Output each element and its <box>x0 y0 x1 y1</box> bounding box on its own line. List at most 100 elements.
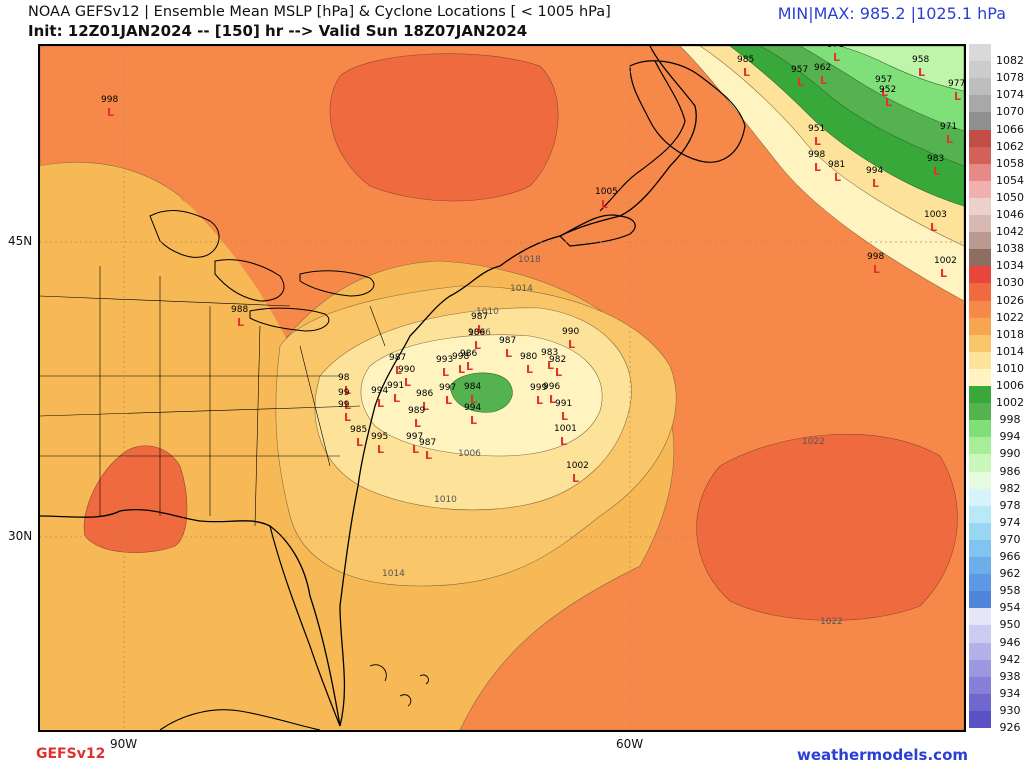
cyclone-pressure-value: 994 <box>866 166 883 176</box>
high-gulf-1022 <box>83 445 188 553</box>
cyclone-l-marker: L <box>560 435 567 448</box>
colorbar-label: 1026 <box>996 293 1024 307</box>
cyclone-l-marker: L <box>505 347 512 360</box>
colorbar-label: 1066 <box>996 122 1024 136</box>
cyclone-pressure-value: 994 <box>464 403 481 413</box>
colorbar-label: 1038 <box>996 242 1024 256</box>
cyclone-l-marker: L <box>466 360 473 373</box>
colorbar-swatch <box>969 403 991 421</box>
colorbar-label: 1062 <box>996 139 1024 153</box>
colorbar-swatch <box>969 334 991 353</box>
min-max-readout: MIN|MAX: 985.2 |1025.1 hPa <box>777 4 1006 23</box>
cyclone-pressure-value: 1001 <box>554 424 577 434</box>
cyclone-l-marker: L <box>881 86 888 99</box>
cyclone-l-marker: L <box>470 393 477 406</box>
cyclone-pressure-value: 983 <box>541 348 558 358</box>
high-quebec-1022 <box>329 53 559 202</box>
cyclone-pressure-value: 983 <box>927 154 944 164</box>
colorbar-label: 1034 <box>996 259 1024 273</box>
coastline-nova-scotia <box>558 215 636 247</box>
cyclone-pressure-value: 998 <box>867 252 884 262</box>
cyclone-pressure-value: 980 <box>520 352 537 362</box>
colorbar-swatch <box>969 249 991 267</box>
colorbar-swatch <box>969 454 991 472</box>
high-atlantic-1022 <box>696 433 958 621</box>
colorbar-swatch <box>969 420 991 438</box>
cyclone-l-marker: L <box>743 66 750 79</box>
cyclone-l-marker: L <box>555 366 562 379</box>
colorbar-label: 1006 <box>996 379 1024 392</box>
cyclone-l-marker: L <box>474 339 481 352</box>
isobar-label: 1022 <box>820 617 843 627</box>
cyclone-pressure-value: 989 <box>408 406 425 416</box>
colorbar-swatch <box>969 488 991 507</box>
cyclone-l-marker: L <box>873 263 880 276</box>
cyclone-pressure-value: 997 <box>439 383 456 393</box>
cyclone-l-marker: L <box>445 394 452 407</box>
colorbar-label: 1082 <box>996 54 1024 68</box>
colorbar-label: 954 <box>999 601 1021 615</box>
colorbar-swatch <box>969 215 991 233</box>
cyclone-l-marker: L <box>477 323 484 336</box>
mslp-map: 1018 1014 1010 1006 1010 1006 1014 1010 … <box>38 44 966 732</box>
isobar-label: 1006 <box>458 449 481 459</box>
isobar-area-986-ne <box>839 46 964 92</box>
land-1018-area <box>40 162 300 730</box>
init-valid-time: Init: 12Z01JAN2024 -- [150] hr --> Valid… <box>28 22 528 40</box>
model-label: GEFSv12 <box>36 746 106 762</box>
colorbar-label: 938 <box>999 669 1021 683</box>
cyclone-pressure-value: 1002 <box>934 256 957 266</box>
cyclone-markers: 998L988L1005L985L957L962L971L958L957L952… <box>101 46 964 485</box>
colorbar-swatch <box>969 300 991 319</box>
colorbar-label: 962 <box>999 567 1021 581</box>
colorbar-swatch <box>969 61 991 79</box>
isobar-label: 1014 <box>382 569 405 579</box>
cyclone-pressure-value: 985 <box>737 55 754 65</box>
cyclone-pressure-value: 997 <box>406 432 423 442</box>
colorbar-label: 1078 <box>996 71 1024 85</box>
colorbar-swatch <box>969 163 991 182</box>
cyclone-l-marker: L <box>933 165 940 178</box>
colorbar-label: 998 <box>999 413 1021 427</box>
colorbar-label: 1022 <box>996 310 1024 324</box>
cyclone-marker: 99L <box>338 388 351 412</box>
colorbar-swatch <box>969 95 991 113</box>
cyclone-l-marker: L <box>395 364 402 377</box>
cyclone-pressure-value: 971 <box>940 122 957 132</box>
colorbar-label: 1002 <box>996 396 1024 410</box>
lat-label-45n: 45N <box>8 234 33 248</box>
cyclone-pressure-value: 995 <box>371 432 388 442</box>
cyclone-pressure-value: 962 <box>814 63 831 73</box>
cyclone-pressure-value: 985 <box>350 425 367 435</box>
cyclone-pressure-value: 990 <box>398 365 415 375</box>
cyclone-l-marker: L <box>107 106 114 119</box>
colorbar-swatch <box>969 557 991 575</box>
cyclone-pressure-value: 987 <box>389 353 406 363</box>
cyclone-pressure-value: 991 <box>555 399 572 409</box>
colorbar-swatch <box>969 539 991 558</box>
colorbar-swatch <box>969 129 991 148</box>
